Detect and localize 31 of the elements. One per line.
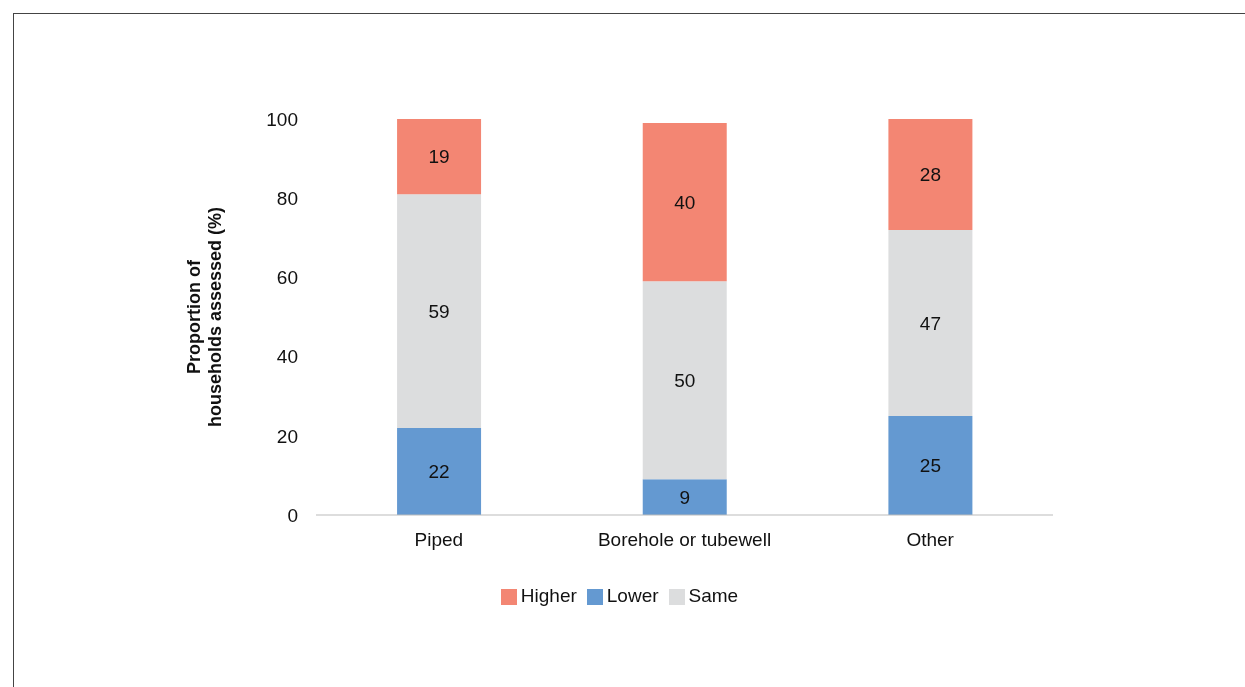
data-label: 59 <box>428 300 450 322</box>
bar <box>642 281 727 480</box>
bar <box>888 416 973 515</box>
bar <box>888 229 973 416</box>
bar <box>397 119 482 195</box>
data-label: 40 <box>674 191 696 213</box>
bar <box>888 119 973 230</box>
legend-label: Lower <box>606 585 659 606</box>
y-tick-label: 100 <box>266 108 298 130</box>
legend-label: Higher <box>520 585 577 606</box>
y-axis-title: Proportion of households assessed (%) <box>183 206 225 428</box>
y-tick-label: 40 <box>276 346 298 368</box>
y-tick-label: 60 <box>276 267 298 289</box>
data-label: 9 <box>679 486 691 508</box>
bar <box>642 479 727 515</box>
y-tick-label: 0 <box>287 504 298 526</box>
bar <box>397 427 482 515</box>
y-tick-label: 80 <box>276 187 298 209</box>
bar <box>642 122 727 282</box>
legend-label: Same <box>688 585 739 606</box>
data-label: 25 <box>919 455 941 477</box>
y-tick-label: 20 <box>276 425 298 447</box>
data-label: 28 <box>919 164 941 186</box>
x-tick-label: Borehole or tubewell <box>597 529 772 551</box>
data-label: 47 <box>919 312 941 334</box>
data-label: 50 <box>674 370 696 392</box>
data-label: 19 <box>428 146 450 168</box>
bar <box>397 194 482 428</box>
x-tick-label: Other <box>906 529 955 551</box>
data-label: 22 <box>428 461 450 483</box>
x-tick-label: Piped <box>414 529 464 551</box>
